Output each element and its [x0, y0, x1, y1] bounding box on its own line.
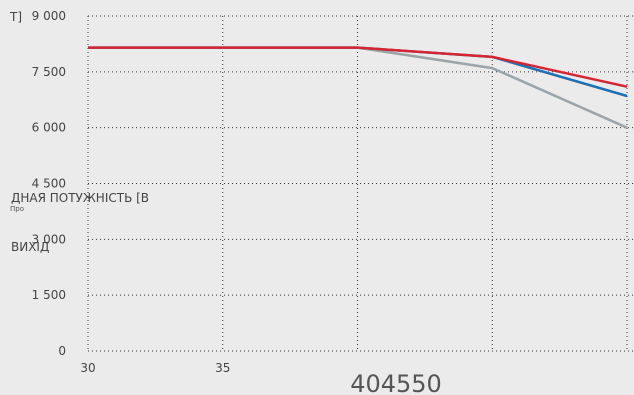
y-tick-label: 7 500 — [32, 65, 66, 79]
y-tick-label: 9 000 — [32, 9, 66, 23]
x-tick-label: 30 — [80, 361, 95, 375]
y-tick-labels: 9 000 7 500 6 000 4 500 3 000 1 500 0 — [32, 9, 66, 358]
y-axis-label-top: Т] — [9, 10, 22, 24]
y-tick-label: 3 000 — [32, 232, 66, 246]
y-tick-label: 0 — [58, 344, 66, 358]
x-axis-label: 404550 — [350, 370, 442, 395]
x-tick-label: 35 — [215, 361, 230, 375]
y-axis-label-main: ДНАЯ ПОТУЖНІСТЬ [В — [11, 191, 149, 205]
y-axis-label-sub: Про — [10, 205, 24, 213]
y-tick-label: 6 000 — [32, 121, 66, 135]
series-line-3 — [88, 46, 628, 88]
series-lines — [88, 46, 628, 129]
y-tick-label: 1 500 — [32, 288, 66, 302]
grid — [87, 15, 633, 352]
y-tick-label: 4 500 — [32, 177, 66, 191]
x-tick-labels: 30 35 — [80, 361, 230, 375]
series-line-1 — [88, 46, 628, 129]
y-axis-label-bottom: ВИХІД — [11, 240, 49, 254]
